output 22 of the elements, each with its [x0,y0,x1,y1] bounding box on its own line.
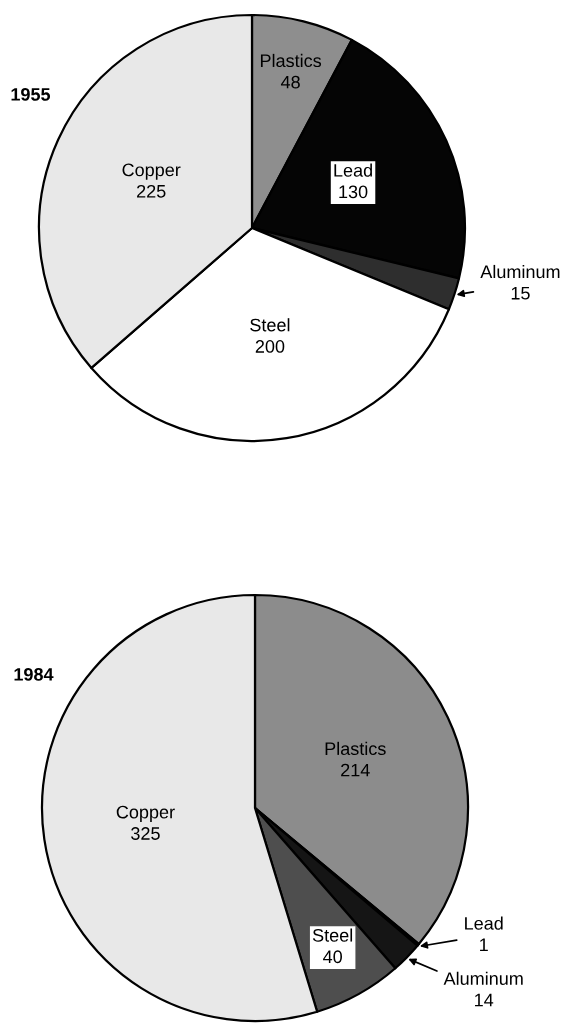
data-label: 40 [323,950,343,964]
slice-label: Steel [312,928,353,942]
slice-label: Aluminum [443,971,523,985]
data-label: 130 [339,185,368,199]
text: 1955 [11,88,51,101]
data-label: 15 [511,286,530,300]
slice-label: Lead [465,916,503,930]
slice-label: Copper [122,163,181,180]
slice-label: Plastics [325,741,386,756]
data-label: 325 [131,827,160,840]
slice-label: Copper [116,805,175,823]
data-label: 214 [341,763,370,777]
data-label: 225 [137,184,166,198]
slice-label: Plastics [260,53,322,68]
data-label: 14 [475,993,494,1007]
data-label: 48 [280,75,300,89]
slice-label: Steel [250,318,290,332]
data-label: 1 [480,938,488,952]
slice-label: Lead [334,163,372,177]
data-label: 200 [255,340,285,353]
text: 1984 [14,668,54,681]
slice-label: Aluminum [480,264,560,279]
